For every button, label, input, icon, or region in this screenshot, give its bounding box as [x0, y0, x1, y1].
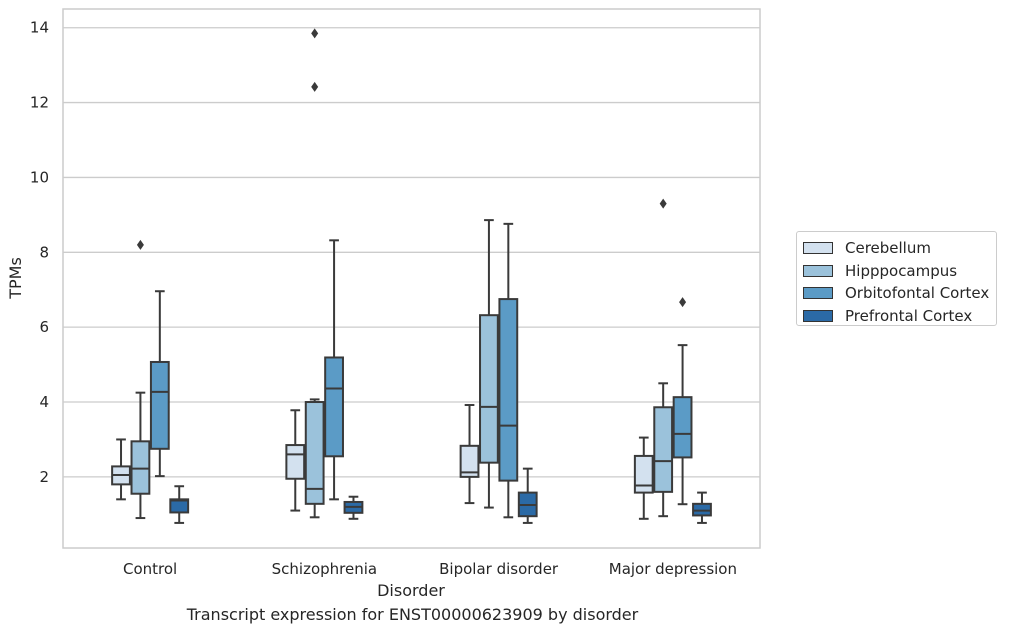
- y-tick-label: 10: [30, 168, 49, 186]
- y-tick-label: 4: [39, 393, 49, 411]
- legend-item-prefrontal-cortex: Prefrontal Cortex: [803, 305, 996, 328]
- box-outlier: [136, 239, 144, 250]
- box-iqr: [149, 360, 170, 450]
- y-tick-label: 14: [30, 19, 49, 37]
- box-iqr: [672, 396, 693, 459]
- legend-label: Hipppocampus: [845, 261, 958, 280]
- legend-swatch: [803, 287, 833, 300]
- x-tick-label: Major depression: [609, 560, 737, 578]
- legend-label: Orbitofontal Cortex: [845, 284, 990, 303]
- box-outlier: [311, 81, 319, 92]
- chart-caption: Transcript expression for ENST0000062390…: [186, 605, 639, 624]
- y-tick-labels: 2 4 6 8 10 12 14: [30, 19, 49, 486]
- legend-item-cerebellum: Cerebellum: [803, 237, 996, 260]
- box-outlier: [679, 297, 687, 308]
- y-tick-label: 2: [39, 468, 49, 486]
- x-axis-label: Disorder: [377, 581, 445, 600]
- box-iqr: [653, 406, 674, 493]
- x-tick-labels: Control Schizophrenia Bipolar disorder Majo…: [123, 560, 737, 578]
- box-iqr: [498, 298, 519, 482]
- x-tick-label: Bipolar disorder: [439, 560, 559, 578]
- y-tick-label: 6: [39, 318, 49, 336]
- grid-lines: [63, 27, 760, 478]
- box-iqr: [130, 440, 151, 495]
- legend-label: Prefrontal Cortex: [845, 306, 973, 325]
- x-tick-label: Control: [123, 560, 177, 578]
- box-plot-marks: [111, 28, 712, 524]
- box-iqr: [169, 498, 190, 514]
- box-outlier: [659, 198, 667, 209]
- legend-item-orbitofrontal-cortex: Orbitofontal Cortex: [803, 282, 996, 305]
- box-iqr: [285, 444, 306, 480]
- box-iqr: [324, 356, 344, 458]
- plot-frame: [62, 8, 761, 549]
- legend-swatch: [803, 309, 833, 322]
- box-iqr: [479, 314, 499, 464]
- legend: Cerebellum Hipppocampus Orbitofontal Cor…: [796, 231, 997, 326]
- box-iqr: [633, 454, 654, 494]
- box-iqr: [459, 444, 480, 478]
- legend-swatch: [803, 264, 833, 277]
- legend-label: Cerebellum: [845, 239, 931, 258]
- x-tick-label: Schizophrenia: [272, 560, 377, 578]
- legend-item-hippocampus: Hipppocampus: [803, 260, 996, 283]
- y-tick-label: 8: [39, 243, 49, 261]
- legend-swatch: [803, 242, 833, 255]
- box-outlier: [311, 28, 319, 39]
- y-axis-label: TPMs: [6, 257, 25, 300]
- box-iqr: [304, 401, 325, 505]
- y-tick-label: 12: [30, 94, 49, 112]
